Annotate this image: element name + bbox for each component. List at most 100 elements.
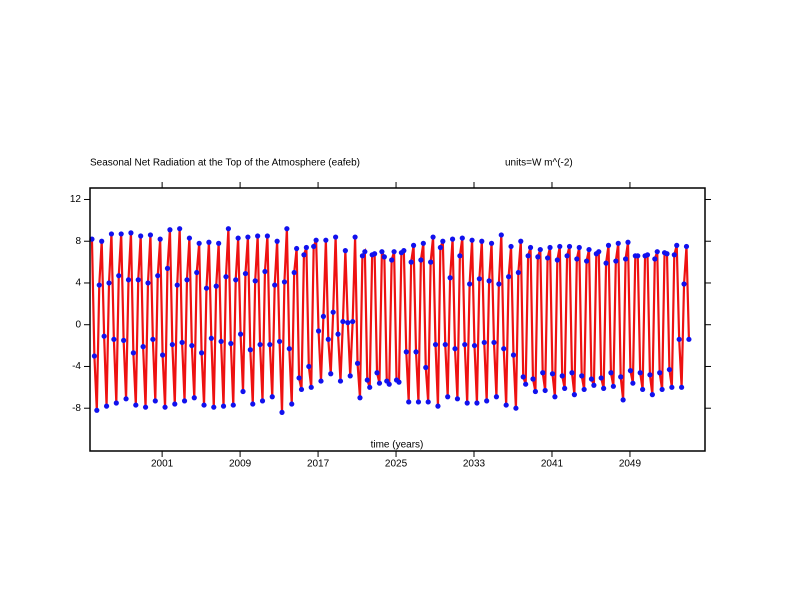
data-point	[359, 253, 366, 259]
data-point	[588, 376, 595, 382]
data-point	[91, 353, 97, 359]
data-point	[308, 384, 314, 390]
data-point	[676, 336, 682, 342]
data-point	[333, 234, 339, 240]
data-point	[152, 398, 158, 404]
data-point	[181, 398, 188, 404]
data-point	[318, 378, 324, 384]
data-point	[469, 237, 475, 243]
data-point	[350, 318, 356, 325]
data-point	[549, 371, 556, 377]
data-point	[474, 400, 480, 406]
data-point	[666, 366, 673, 373]
data-point	[654, 249, 660, 255]
data-point	[135, 277, 141, 283]
data-point	[435, 403, 441, 409]
data-point	[596, 249, 602, 255]
data-point	[140, 344, 146, 350]
data-point	[216, 240, 222, 246]
data-point	[186, 235, 193, 241]
data-point	[620, 397, 626, 403]
data-point	[557, 243, 563, 250]
data-point	[583, 258, 590, 264]
data-point	[320, 313, 327, 319]
data-point	[198, 350, 205, 356]
data-point	[245, 234, 251, 240]
data-point	[445, 394, 451, 400]
data-point	[423, 364, 429, 371]
data-point	[452, 346, 458, 352]
data-point	[298, 386, 305, 393]
data-point	[128, 230, 134, 236]
x-tick-label: 2009	[229, 459, 252, 470]
data-point	[432, 341, 439, 348]
data-point	[547, 244, 553, 251]
data-point	[652, 256, 658, 262]
data-point	[442, 341, 448, 348]
data-point	[106, 280, 112, 286]
data-point	[537, 246, 543, 253]
data-point	[274, 238, 280, 244]
data-point	[103, 403, 110, 409]
data-point	[223, 274, 229, 280]
data-point	[191, 395, 197, 401]
data-point	[279, 409, 285, 415]
data-point	[389, 257, 395, 263]
data-point	[686, 336, 692, 342]
data-point	[581, 386, 587, 393]
y-tick-label: -4	[72, 361, 81, 372]
data-point	[325, 336, 331, 342]
data-point	[367, 384, 373, 390]
data-point	[649, 392, 655, 398]
x-tick-label: 2049	[619, 459, 642, 470]
data-point	[640, 386, 646, 393]
data-point	[272, 282, 278, 288]
data-point	[618, 374, 624, 380]
data-point	[174, 282, 180, 288]
data-point	[428, 259, 434, 265]
data-point	[506, 274, 512, 280]
data-point	[294, 245, 300, 252]
data-point	[213, 283, 219, 289]
data-point	[627, 368, 634, 374]
data-point	[286, 346, 292, 352]
data-point	[257, 341, 263, 348]
data-point	[194, 269, 200, 276]
data-point	[354, 360, 361, 366]
data-point	[437, 244, 443, 251]
data-point	[630, 380, 636, 386]
data-point	[357, 395, 363, 401]
data-point	[362, 249, 368, 255]
data-point	[510, 352, 517, 358]
data-point	[121, 337, 127, 343]
data-point	[167, 227, 173, 233]
data-point	[345, 320, 351, 326]
x-tick-label: 2025	[385, 459, 408, 470]
data-point	[306, 363, 312, 370]
data-point	[99, 238, 105, 244]
data-point	[501, 346, 507, 352]
data-point	[315, 328, 322, 334]
data-point	[113, 400, 119, 406]
data-point	[301, 252, 307, 258]
data-point	[94, 407, 100, 413]
data-point	[381, 254, 387, 260]
data-point	[250, 401, 256, 407]
data-point	[544, 255, 551, 261]
data-point	[296, 375, 302, 381]
data-point	[177, 226, 183, 232]
data-point	[342, 248, 348, 254]
data-point	[608, 370, 614, 376]
data-point	[659, 386, 665, 393]
data-point	[559, 373, 565, 379]
data-point	[130, 350, 136, 356]
data-point	[586, 246, 592, 253]
data-point	[145, 280, 151, 286]
data-point	[211, 404, 217, 410]
data-point	[420, 240, 426, 246]
data-point	[150, 336, 156, 342]
data-point	[123, 396, 129, 402]
data-point	[323, 237, 329, 243]
data-point	[118, 231, 124, 237]
data-point	[566, 243, 573, 250]
